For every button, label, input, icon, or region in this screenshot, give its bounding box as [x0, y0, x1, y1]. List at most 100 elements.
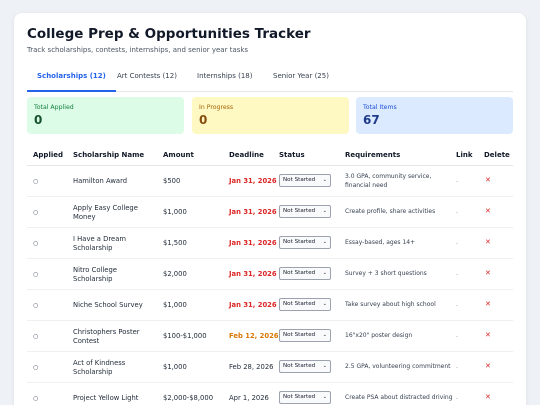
status-select[interactable]: Not Started ⌄ — [279, 236, 331, 249]
applied-checkbox-icon[interactable]: ○ — [33, 271, 39, 278]
status-select[interactable]: Not Started ⌄ — [279, 329, 331, 342]
status-select-box[interactable]: Not Started ⌄ — [279, 391, 331, 404]
chevron-down-icon: ⌄ — [322, 301, 327, 307]
status-select[interactable]: Not Started ⌄ — [279, 267, 331, 280]
link-placeholder: - — [456, 240, 459, 247]
applied-checkbox-icon[interactable]: ○ — [33, 302, 39, 309]
status-value: Not Started — [283, 177, 316, 183]
chevron-down-icon: ⌄ — [322, 332, 327, 338]
requirements: Survey + 3 short questions — [345, 270, 427, 277]
delete-icon[interactable]: ✕ — [485, 393, 491, 401]
stat-label: Total Items — [363, 104, 397, 111]
link-placeholder: - — [456, 178, 459, 185]
status-select-box[interactable]: Not Started ⌄ — [279, 174, 331, 187]
stat-value: 0 — [34, 113, 43, 127]
scholarship-name: Hamilton Award — [73, 177, 128, 185]
deadline: Jan 31, 2026 — [229, 208, 277, 216]
requirements: Create PSA about distracted driving — [345, 394, 453, 401]
status-select-box[interactable]: Not Started ⌄ — [279, 360, 331, 373]
page-title: College Prep & Opportunities Tracker — [27, 26, 311, 42]
chevron-down-icon: ⌄ — [322, 363, 327, 369]
amount: $1,000 — [163, 363, 187, 371]
tab-internships[interactable]: Internships (18) — [197, 72, 253, 80]
status-select[interactable]: Not Started ⌄ — [279, 205, 331, 218]
applied-checkbox-icon[interactable]: ○ — [33, 333, 39, 340]
table-row: ○ Act of Kindness Scholarship $1,000 Feb 28… — [27, 352, 513, 383]
status-value: Not Started — [283, 270, 316, 276]
status-value: Not Started — [283, 239, 316, 245]
delete-icon[interactable]: ✕ — [485, 300, 491, 308]
applied-checkbox-icon[interactable]: ○ — [33, 178, 39, 185]
stat-total-applied: Total Applied 0 — [27, 97, 184, 134]
scholarship-name: Project Yellow Light — [73, 394, 139, 402]
applied-checkbox-icon[interactable]: ○ — [33, 364, 39, 371]
stat-total-items: Total Items 67 — [356, 97, 513, 134]
delete-icon[interactable]: ✕ — [485, 176, 491, 184]
delete-icon[interactable]: ✕ — [485, 269, 491, 277]
table-row: ○ Christophers Poster Contest $100-$1,000 F… — [27, 321, 513, 352]
applied-checkbox-icon[interactable]: ○ — [33, 395, 39, 402]
stat-value: 0 — [199, 113, 208, 127]
header-deadline: Deadline — [229, 151, 264, 159]
delete-icon[interactable]: ✕ — [485, 331, 491, 339]
status-select-box[interactable]: Not Started ⌄ — [279, 205, 331, 218]
tab-senior-year[interactable]: Senior Year (25) — [273, 72, 329, 80]
table-row: ○ Project Yellow Light $2,000-$8,000 Apr 1,… — [27, 383, 513, 405]
status-select-box[interactable]: Not Started ⌄ — [279, 236, 331, 249]
scholarship-name: Christophers Poster Contest — [73, 328, 140, 345]
requirements: Take survey about high school — [345, 301, 436, 308]
stat-label: Total Applied — [34, 104, 74, 111]
header-requirements: Requirements — [345, 151, 401, 159]
applied-checkbox-icon[interactable]: ○ — [33, 209, 39, 216]
header-status: Status — [279, 151, 305, 159]
deadline: Jan 31, 2026 — [229, 177, 277, 185]
tab-scholarships[interactable]: Scholarships (12) — [27, 66, 116, 92]
tab-art-contests[interactable]: Art Contests (12) — [117, 72, 177, 80]
applied-checkbox-icon[interactable]: ○ — [33, 240, 39, 247]
status-select-box[interactable]: Not Started ⌄ — [279, 298, 331, 311]
delete-icon[interactable]: ✕ — [485, 238, 491, 246]
amount: $100-$1,000 — [163, 332, 207, 340]
amount: $1,500 — [163, 239, 187, 247]
deadline: Feb 12, 2026 — [229, 332, 279, 340]
status-select-box[interactable]: Not Started ⌄ — [279, 267, 331, 280]
requirements: 3.0 GPA, community service, financial ne… — [345, 173, 432, 189]
scholarship-name: Nitro College Scholarship — [73, 266, 117, 283]
chevron-down-icon: ⌄ — [322, 177, 327, 183]
link-placeholder: - — [456, 209, 459, 216]
status-value: Not Started — [283, 332, 316, 338]
tracker-card: College Prep & Opportunities Tracker Tra… — [14, 13, 526, 405]
link-placeholder: - — [456, 271, 459, 278]
status-select[interactable]: Not Started ⌄ — [279, 174, 331, 187]
link-placeholder: - — [456, 302, 459, 309]
table-row: ○ Nitro College Scholarship $2,000 Jan 31, … — [27, 259, 513, 290]
page-subtitle: Track scholarships, contests, internship… — [27, 46, 249, 54]
scholarship-name: I Have a Dream Scholarship — [73, 235, 126, 252]
deadline: Apr 1, 2026 — [229, 394, 269, 402]
delete-icon[interactable]: ✕ — [485, 362, 491, 370]
delete-icon[interactable]: ✕ — [485, 207, 491, 215]
table-header: Applied Scholarship Name Amount Deadline… — [27, 144, 513, 166]
amount: $2,000-$8,000 — [163, 394, 214, 402]
status-select[interactable]: Not Started ⌄ — [279, 391, 331, 404]
chevron-down-icon: ⌄ — [322, 208, 327, 214]
requirements: Essay-based, ages 14+ — [345, 239, 416, 246]
deadline: Jan 31, 2026 — [229, 301, 277, 309]
chevron-down-icon: ⌄ — [322, 394, 327, 400]
chevron-down-icon: ⌄ — [322, 270, 327, 276]
status-select[interactable]: Not Started ⌄ — [279, 298, 331, 311]
status-select-box[interactable]: Not Started ⌄ — [279, 329, 331, 342]
link-placeholder: - — [456, 364, 459, 371]
deadline: Feb 28, 2026 — [229, 363, 274, 371]
status-value: Not Started — [283, 208, 316, 214]
status-select[interactable]: Not Started ⌄ — [279, 360, 331, 373]
stat-in-progress: In Progress 0 — [192, 97, 349, 134]
stat-label: In Progress — [199, 104, 234, 111]
link-placeholder: - — [456, 333, 459, 340]
table-row: ○ I Have a Dream Scholarship $1,500 Jan 31,… — [27, 228, 513, 259]
requirements: 16"x20" poster design — [345, 332, 413, 339]
amount: $1,000 — [163, 208, 187, 216]
scholarship-name: Act of Kindness Scholarship — [73, 359, 126, 376]
header-name: Scholarship Name — [73, 151, 145, 159]
table-body: ○ Hamilton Award $500 Jan 31, 2026 Not Start… — [27, 166, 513, 405]
